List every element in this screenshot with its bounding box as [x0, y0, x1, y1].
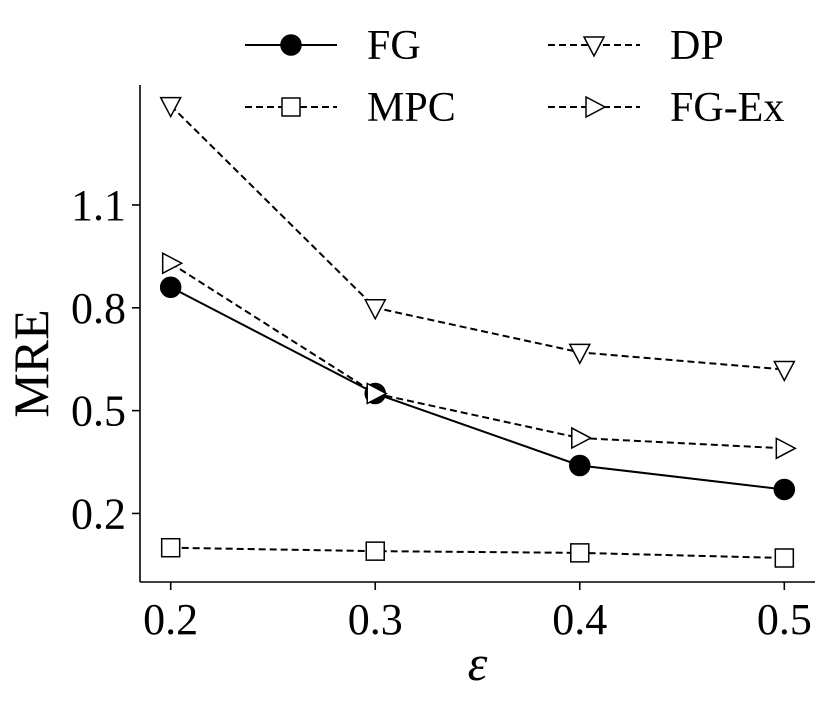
y-tick-label: 1.1 [71, 181, 126, 230]
data-point-mpc [774, 548, 795, 568]
legend-label-fg-ex: FG-Ex [670, 85, 784, 131]
series-line-fg [170, 286, 785, 491]
legend-label-fg: FG [367, 23, 421, 69]
data-point-fg [159, 276, 182, 298]
legend-item-dp: DP [548, 23, 724, 69]
series-line-fg-ex [170, 262, 785, 450]
data-point-fg [569, 454, 591, 477]
data-point-fg-ex [161, 251, 184, 275]
series-layer [159, 96, 797, 568]
data-point-mpc [160, 537, 181, 558]
data-point-fg-ex [366, 382, 388, 405]
legend-marker-dp [582, 36, 606, 58]
legend-label-dp: DP [670, 23, 724, 69]
series-fg [159, 276, 796, 501]
y-tick-label: 0.5 [71, 387, 126, 436]
series-fg-ex [161, 251, 797, 460]
y-tick-label: 0.2 [71, 489, 126, 538]
legend-marker-fg [280, 34, 302, 56]
x-axis-title: ε [468, 635, 488, 691]
data-point-dp [773, 360, 796, 383]
series-line-mpc [170, 546, 785, 560]
data-point-fg-ex [571, 426, 593, 450]
series-line-dp [169, 104, 785, 371]
legend-label-mpc: MPC [367, 85, 456, 131]
data-point-mpc [570, 543, 590, 563]
axes: 0.2 0.5 0.8 1.1 0.2 0.3 0.4 0.5 [71, 85, 815, 644]
y-tick-label: 0.8 [71, 284, 126, 333]
x-tick-label: 0.3 [348, 595, 403, 644]
data-point-dp [568, 343, 592, 365]
data-point-fg-ex [775, 437, 797, 460]
data-point-mpc [365, 541, 385, 561]
data-point-dp [159, 96, 182, 119]
legend-item-mpc: MPC [245, 85, 456, 131]
legend-item-fg-ex: FG-Ex [548, 85, 784, 131]
x-tick-label: 0.4 [552, 595, 607, 644]
series-dp [159, 96, 796, 383]
x-tick-label: 0.2 [143, 595, 198, 644]
legend-marker-fg-ex [585, 95, 607, 119]
x-tick-label: 0.5 [757, 595, 812, 644]
y-axis-title: MRE [3, 309, 59, 417]
legend-item-fg: FG [245, 23, 421, 69]
series-mpc [160, 537, 795, 568]
data-point-dp [363, 299, 387, 321]
legend: FG DP MPC FG-Ex [245, 23, 784, 131]
data-point-fg [773, 478, 796, 501]
legend-marker-mpc [281, 97, 301, 117]
